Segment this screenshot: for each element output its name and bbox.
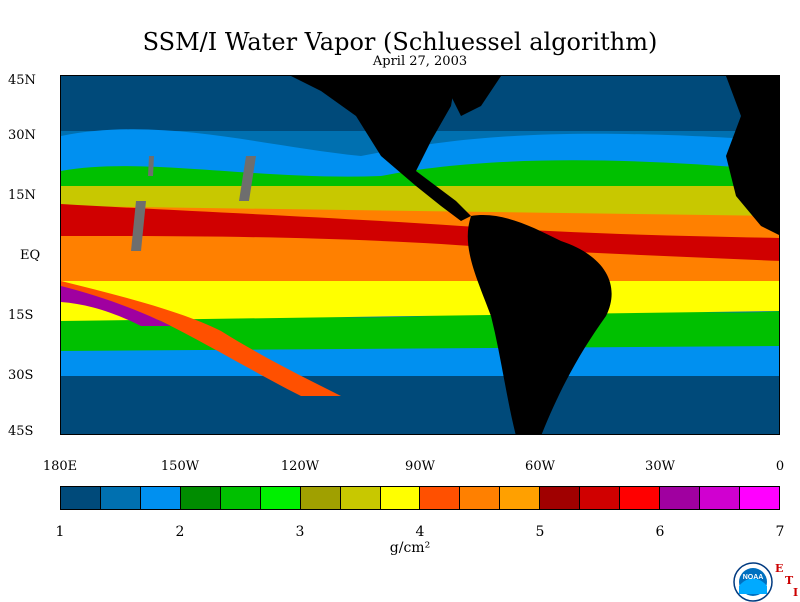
lon-label-90w: 90W [405, 459, 435, 474]
lat-label-45n: 45N [8, 73, 36, 88]
missing-swath-3 [148, 156, 154, 176]
eti-letter-i: I [793, 586, 799, 599]
colorbar-swatch [460, 487, 501, 509]
colorbar-swatch [300, 487, 341, 509]
africa-land [726, 76, 779, 235]
lon-label-0: 0 [775, 459, 785, 474]
north-america-land [291, 76, 471, 221]
lon-label-120w: 120W [280, 459, 320, 474]
colorbar-swatch [100, 487, 141, 509]
north-america-east-land [441, 76, 501, 116]
colorbar-swatch [420, 487, 461, 509]
lat-label-15n: 15N [8, 188, 36, 203]
lon-label-60w: 60W [525, 459, 555, 474]
eti-letter-t: T [785, 574, 794, 587]
colorbar-units: g/cm² [389, 540, 431, 556]
colorbar-swatch [260, 487, 301, 509]
lon-label-180e: 180E [42, 459, 78, 474]
colorbar-tick-2: 2 [175, 524, 185, 540]
colorbar-tick-7: 7 [775, 524, 785, 540]
lat-label-45s: 45S [8, 424, 34, 439]
colorbar-swatch [540, 487, 581, 509]
south-america-land [467, 215, 612, 434]
south-dry-band [61, 376, 779, 434]
water-vapor-map [60, 75, 780, 435]
colorbar-swatch [220, 487, 261, 509]
colorbar-swatch [660, 487, 700, 509]
lat-label-eq: EQ [20, 248, 41, 263]
colorbar-swatch [340, 487, 381, 509]
colorbar-swatch [739, 487, 779, 509]
colorbar-swatch [140, 487, 181, 509]
colorbar-swatch [700, 487, 740, 509]
colorbar-swatch [580, 487, 621, 509]
missing-swath-1 [131, 201, 146, 251]
colorbar-tick-6: 6 [655, 524, 665, 540]
lon-label-150w: 150W [160, 459, 200, 474]
spcz-purple [61, 286, 171, 326]
colorbar-tick-1: 1 [55, 524, 65, 540]
colorbar [60, 486, 780, 510]
colorbar-tick-3: 3 [295, 524, 305, 540]
eti-letter-e: E [775, 562, 784, 575]
colorbar-swatch [180, 487, 221, 509]
map-subtitle: April 27, 2003 [372, 54, 468, 69]
noaa-logo-text: NOAA [743, 574, 764, 581]
lat-label-15s: 15S [8, 308, 34, 323]
colorbar-swatch [500, 487, 541, 509]
colorbar-tick-5: 5 [535, 524, 545, 540]
colorbar-swatch [620, 487, 661, 509]
lat-label-30n: 30N [8, 128, 36, 143]
colorbar-swatch [61, 487, 101, 509]
map-title: SSM/I Water Vapor (Schluessel algorithm) [142, 28, 658, 56]
itcz-red-band [61, 204, 779, 261]
lon-label-30w: 30W [645, 459, 675, 474]
missing-swath-2 [239, 156, 256, 201]
colorbar-swatch [380, 487, 421, 509]
colorbar-tick-4: 4 [415, 524, 425, 540]
lat-label-30s: 30S [8, 368, 34, 383]
map-svg [61, 76, 779, 434]
noaa-logo: NOAA [733, 562, 773, 602]
